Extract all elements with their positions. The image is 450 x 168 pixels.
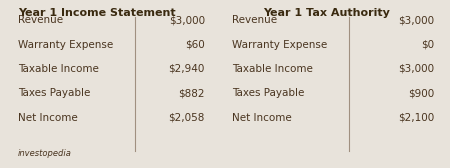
Text: Taxes Payable: Taxes Payable (18, 88, 90, 98)
Text: Warranty Expense: Warranty Expense (18, 39, 113, 50)
Text: $3,000: $3,000 (398, 15, 434, 25)
Text: Taxes Payable: Taxes Payable (232, 88, 304, 98)
Text: $0: $0 (421, 39, 434, 50)
Text: Net Income: Net Income (232, 113, 292, 123)
Text: Taxable Income: Taxable Income (18, 64, 99, 74)
Text: investopedia: investopedia (18, 149, 72, 158)
Text: $3,000: $3,000 (398, 64, 434, 74)
Text: $60: $60 (185, 39, 205, 50)
Text: $900: $900 (408, 88, 434, 98)
Text: $2,100: $2,100 (398, 113, 434, 123)
Text: Year 1 Income Statement: Year 1 Income Statement (18, 8, 176, 18)
Text: $2,940: $2,940 (168, 64, 205, 74)
Text: $882: $882 (178, 88, 205, 98)
Text: Revenue: Revenue (232, 15, 277, 25)
Text: $3,000: $3,000 (169, 15, 205, 25)
Text: Net Income: Net Income (18, 113, 78, 123)
Text: Taxable Income: Taxable Income (232, 64, 313, 74)
Text: Warranty Expense: Warranty Expense (232, 39, 327, 50)
Text: Year 1 Tax Authority: Year 1 Tax Authority (263, 8, 390, 18)
Text: $2,058: $2,058 (168, 113, 205, 123)
Text: Revenue: Revenue (18, 15, 63, 25)
